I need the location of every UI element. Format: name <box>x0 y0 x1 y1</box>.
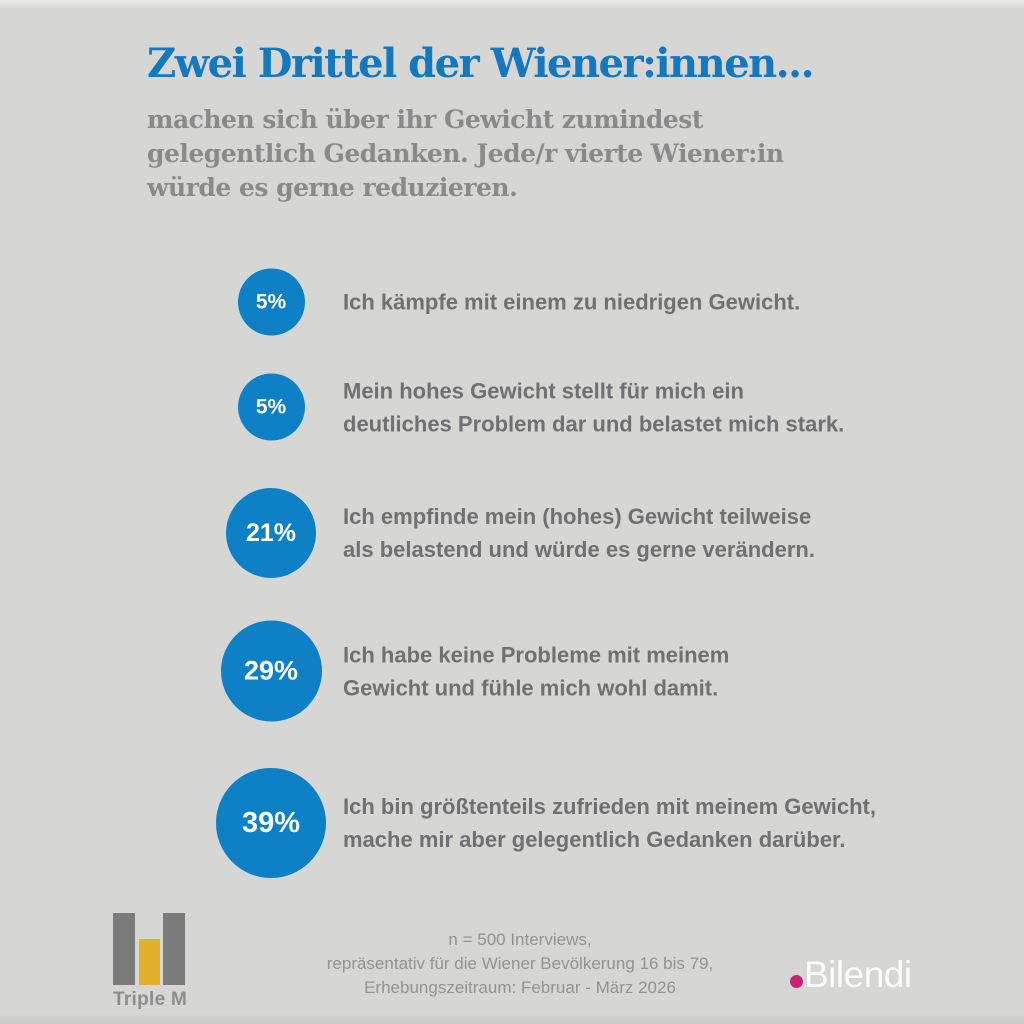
statement-line: Ich empfinde mein (hohes) Gewicht teilwe… <box>343 504 812 529</box>
statement-line: Gewicht und fühle mich wohl damit. <box>343 675 719 700</box>
bubble-cell: 5% <box>206 268 336 336</box>
bar-right <box>163 913 185 985</box>
bubble-cell: 21% <box>206 488 336 578</box>
percentage-bubble: 5% <box>237 268 305 336</box>
bubble-cell: 39% <box>206 768 336 878</box>
statement-line: Mein hohes Gewicht stellt für mich ein <box>343 378 744 403</box>
statement-text: Ich empfinde mein (hohes) Gewicht teilwe… <box>343 500 815 566</box>
footnote-line: Erhebungszeitraum: Februar - März 2026 <box>364 978 676 997</box>
footnote-line: repräsentativ für die Wiener Bevölkerung… <box>326 954 714 973</box>
page-title: Zwei Drittel der Wiener:innen... <box>147 40 815 87</box>
percentage-bubble: 5% <box>237 373 305 441</box>
subtitle-line: würde es gerne reduzieren. <box>147 173 518 202</box>
bubble-cell: 29% <box>206 620 336 722</box>
percentage-bubble: 29% <box>220 620 322 722</box>
bubble-row-2: 5% Mein hohes Gewicht stellt für mich ei… <box>206 373 996 441</box>
bilendi-logo: Bilendi <box>790 956 912 994</box>
triple-m-wordmark: Triple M <box>113 989 188 1010</box>
bubble-row-1: 5% Ich kämpfe mit einem zu niedrigen Gew… <box>206 268 996 336</box>
triple-m-bars-icon <box>113 913 185 985</box>
statement-text: Ich bin größtenteils zufrieden mit meine… <box>343 790 876 856</box>
bubble-cell: 5% <box>206 373 336 441</box>
statement-text: Ich habe keine Probleme mit meinem Gewic… <box>343 638 729 704</box>
page-subtitle: machen sich über ihr Gewicht zumindest g… <box>147 103 784 205</box>
triple-m-logo: Triple M <box>113 913 188 1011</box>
statement-line: Ich habe keine Probleme mit meinem <box>343 642 730 667</box>
bar-middle <box>139 939 160 985</box>
bilendi-dot-icon <box>790 975 803 988</box>
bar-left <box>113 913 135 985</box>
statement-line: Ich kämpfe mit einem zu niedrigen Gewich… <box>343 289 801 315</box>
subtitle-line: gelegentlich Gedanken. Jede/r vierte Wie… <box>147 139 784 168</box>
bubble-row-3: 21% Ich empfinde mein (hohes) Gewicht te… <box>206 488 996 578</box>
percentage-bubble: 39% <box>216 768 326 878</box>
statement-line: als belastend und würde es gerne verände… <box>343 537 815 562</box>
survey-footnote: n = 500 Interviews, repräsentativ für di… <box>292 928 748 1000</box>
statement-line: mache mir aber gelegentlich Gedanken dar… <box>343 827 846 852</box>
percentage-bubble: 21% <box>226 488 316 578</box>
top-edge-highlight <box>0 0 1024 9</box>
bilendi-wordmark: Bilendi <box>804 954 912 995</box>
bubble-row-5: 39% Ich bin größtenteils zufrieden mit m… <box>206 768 996 878</box>
statement-line: Ich bin größtenteils zufrieden mit meine… <box>343 794 876 819</box>
bubble-row-4: 29% Ich habe keine Probleme mit meinem G… <box>206 620 996 722</box>
bottom-edge-shade <box>0 1014 1024 1024</box>
footnote-line: n = 500 Interviews, <box>448 930 592 949</box>
statement-line: deutliches Problem dar und belastet mich… <box>343 411 845 436</box>
statement-text: Ich kämpfe mit einem zu niedrigen Gewich… <box>343 286 800 319</box>
subtitle-line: machen sich über ihr Gewicht zumindest <box>147 105 703 134</box>
statement-text: Mein hohes Gewicht stellt für mich ein d… <box>343 374 844 440</box>
